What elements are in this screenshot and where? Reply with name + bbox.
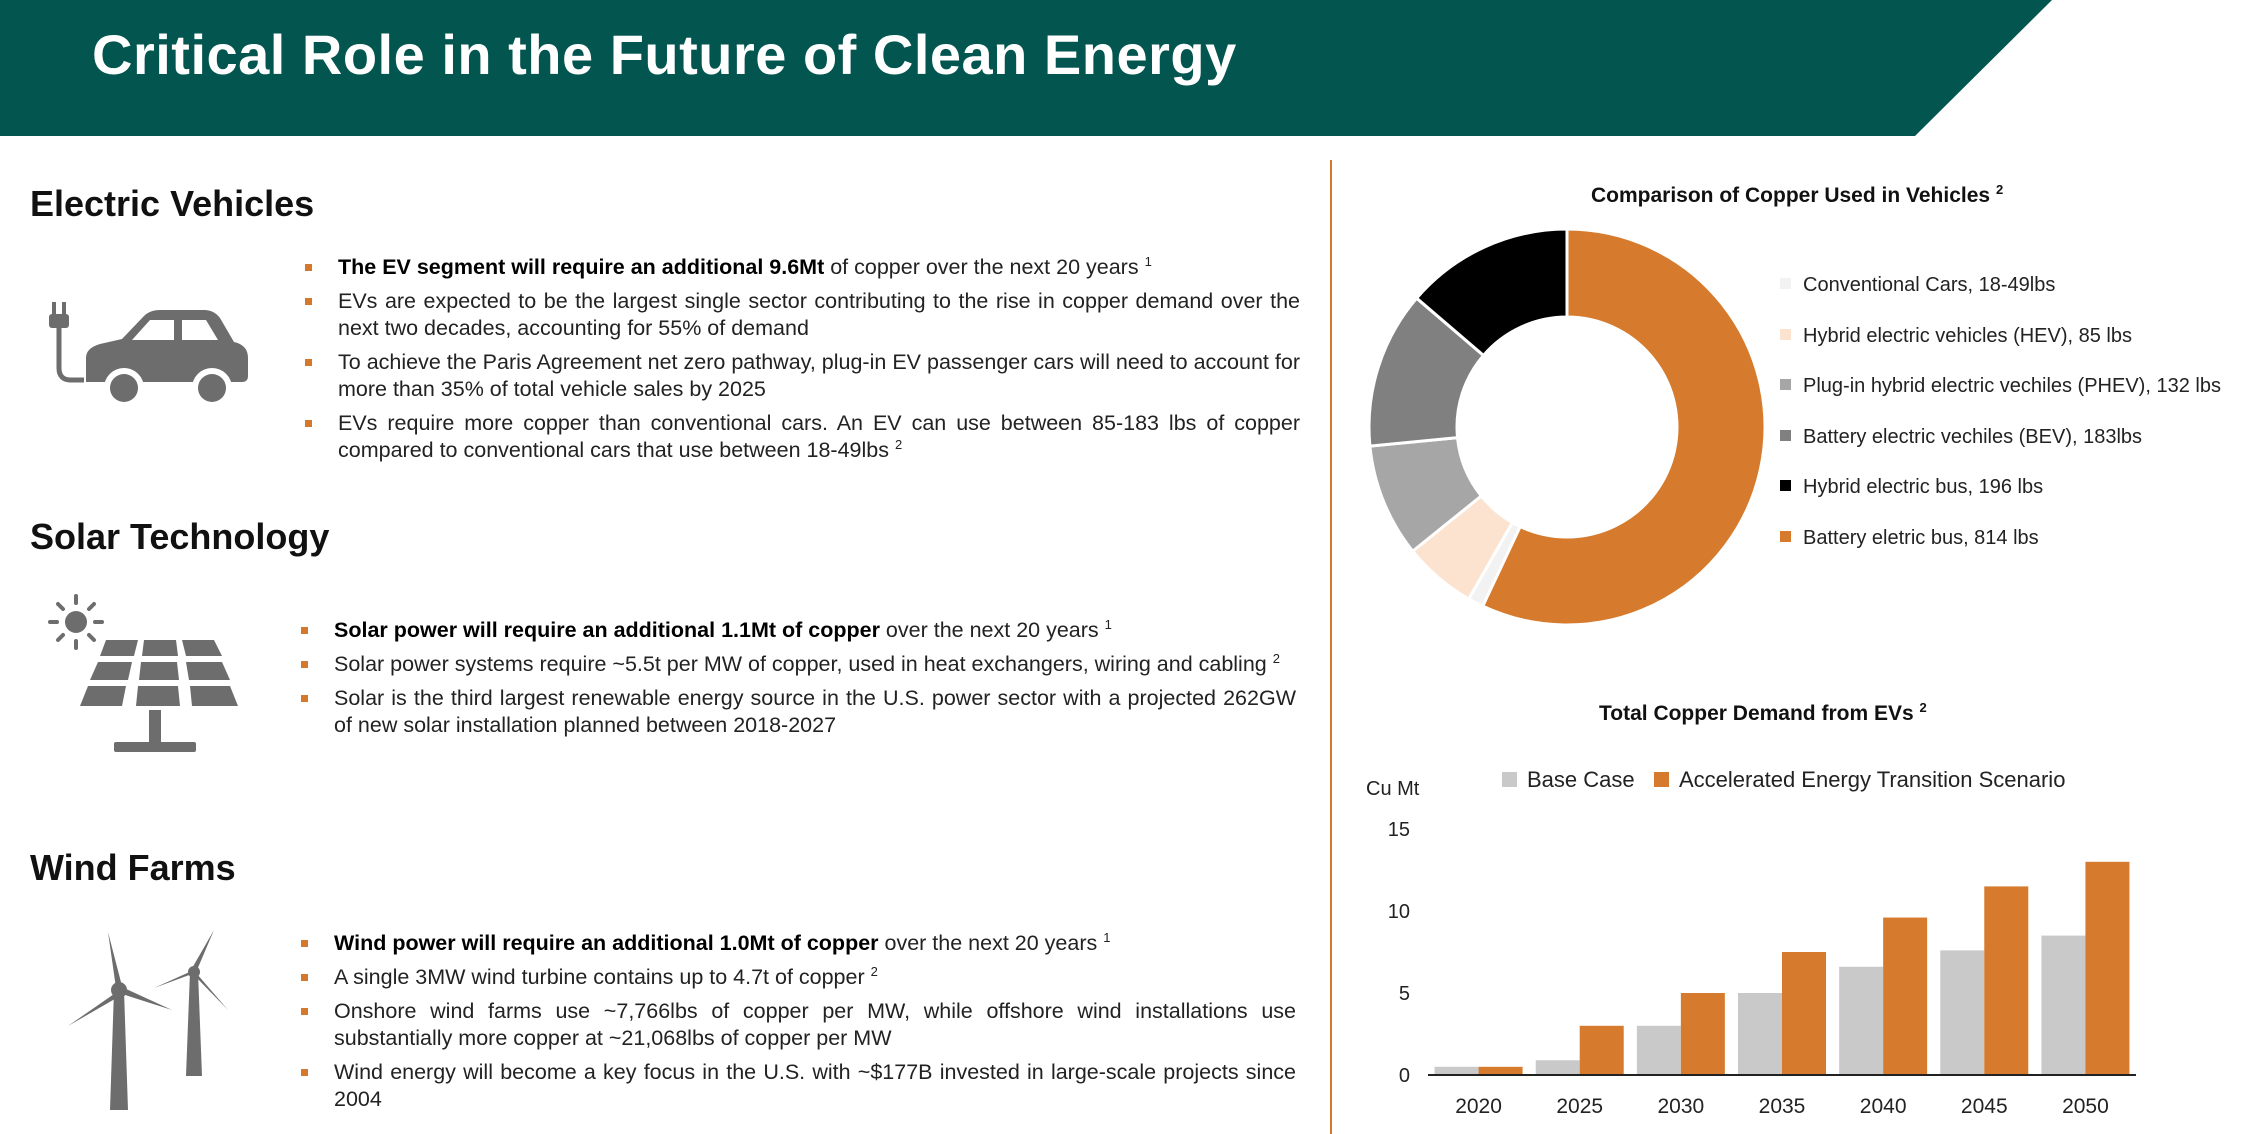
header-banner: Critical Role in the Future of Clean Ene…	[0, 0, 2242, 136]
legend-label: Base Case	[1527, 767, 1635, 792]
bar-base-case	[1535, 1060, 1580, 1075]
x-tick-label: 2040	[1860, 1095, 1907, 1118]
x-tick-label: 2025	[1556, 1095, 1603, 1118]
bar-base-case	[1636, 1025, 1681, 1075]
header-background	[0, 0, 2052, 136]
legend-swatch	[1502, 771, 1517, 787]
bullet-item: EVs require more copper than conventiona…	[302, 410, 1300, 464]
bar-accelerated	[1579, 1025, 1624, 1075]
bar-accelerated	[1478, 1066, 1523, 1075]
legend-swatch	[1780, 480, 1791, 492]
bar-chart: 0 5 10 15 2020 2025 2030 2035 2040 2045 2050	[1388, 819, 2136, 1118]
legend-label: Accelerated Energy Transition Scenario	[1679, 767, 2066, 792]
bar-chart-title: Total Copper Demand from EVs 2	[1599, 700, 1927, 725]
donut-legend-item: Battery eletric bus, 814 lbs	[1780, 527, 2039, 550]
bullet-item: Solar power systems require ~5.5t per MW…	[298, 651, 1296, 678]
bullet-item: A single 3MW wind turbine contains up to…	[298, 964, 1296, 991]
donut-legend-item: Plug-in hybrid electric vechiles (PHEV),…	[1780, 375, 2221, 398]
y-tick-label: 10	[1388, 901, 1410, 923]
legend-label: Hybrid electric vehicles (HEV), 85 lbs	[1803, 324, 2132, 347]
wind-bullet-list: Wind power will require an additional 1.…	[298, 930, 1296, 1120]
bullet-item: Wind power will require an additional 1.…	[298, 930, 1296, 957]
donut-slice	[1480, 227, 1767, 627]
y-tick-label: 0	[1399, 1065, 1410, 1087]
legend-swatch	[1654, 771, 1669, 787]
x-tick-label: 2045	[1961, 1095, 2008, 1118]
bullet-item: To achieve the Paris Agreement net zero …	[302, 349, 1300, 403]
donut-slice	[1414, 227, 1569, 358]
legend-swatch	[1780, 328, 1791, 340]
donut-legend-item: Hybrid electric bus, 196 lbs	[1780, 476, 2043, 499]
legend-swatch	[1780, 278, 1791, 290]
electric-car-icon	[49, 302, 248, 408]
wind-turbine-icon	[68, 930, 228, 1110]
bar-accelerated	[1680, 993, 1725, 1075]
section-title-electric-vehicles: Electric Vehicles	[30, 183, 315, 224]
y-tick-label: 15	[1388, 819, 1410, 841]
solar-bullet-list: Solar power will require an additional 1…	[298, 617, 1296, 746]
section-title-wind-farms: Wind Farms	[30, 847, 236, 888]
solar-panel-icon	[48, 594, 238, 752]
donut-legend-item: Conventional Cars, 18-49lbs	[1780, 274, 2055, 297]
donut-legend-item: Hybrid electric vehicles (HEV), 85 lbs	[1780, 325, 2132, 348]
legend-label: Battery eletric bus, 814 lbs	[1803, 526, 2039, 549]
legend-swatch	[1780, 429, 1791, 441]
bullet-item: Solar power will require an additional 1…	[298, 617, 1296, 644]
bar-accelerated	[1984, 886, 2029, 1075]
bar-base-case	[1940, 950, 1985, 1075]
bar-accelerated	[1883, 917, 1928, 1075]
legend-label: Battery electric vechiles (BEV), 183lbs	[1803, 425, 2143, 448]
legend-swatch	[1780, 379, 1791, 391]
page-title: Critical Role in the Future of Clean Ene…	[92, 23, 1237, 86]
bullet-item: Solar is the third largest renewable ene…	[298, 685, 1296, 739]
bar-base-case	[1738, 993, 1782, 1075]
ev-bullet-list: The EV segment will require an additiona…	[302, 254, 1300, 471]
y-tick-label: 5	[1399, 983, 1410, 1005]
bar-legend-item: Accelerated Energy Transition Scenario	[1654, 767, 2065, 793]
donut-chart-title: Comparison of Copper Used in Vehicles 2	[1591, 182, 2004, 207]
legend-label: Conventional Cars, 18-49lbs	[1803, 274, 2056, 296]
legend-label: Plug-in hybrid electric vechiles (PHEV),…	[1803, 375, 2221, 397]
section-title-solar-technology: Solar Technology	[30, 516, 330, 557]
bar-base-case	[1434, 1066, 1479, 1075]
bar-base-case	[1839, 966, 1884, 1075]
legend-label: Hybrid electric bus, 196 lbs	[1803, 476, 2044, 498]
bar-base-case	[2041, 935, 2086, 1075]
bullet-item: Wind energy will become a key focus in t…	[298, 1059, 1296, 1113]
legend-swatch	[1780, 530, 1791, 542]
x-tick-label: 2030	[1657, 1095, 1704, 1118]
donut-legend-item: Battery electric vechiles (BEV), 183lbs	[1780, 426, 2142, 449]
x-tick-label: 2050	[2062, 1095, 2109, 1118]
x-tick-label: 2020	[1455, 1095, 1502, 1118]
bullet-item: Onshore wind farms use ~7,766lbs of copp…	[298, 998, 1296, 1052]
bar-accelerated	[1782, 952, 1826, 1075]
donut-chart	[1367, 227, 1767, 627]
y-axis-label: Cu Mt	[1366, 778, 1420, 800]
bullet-item: EVs are expected to be the largest singl…	[302, 288, 1300, 342]
column-divider	[1330, 160, 1332, 1134]
x-tick-label: 2035	[1759, 1095, 1806, 1118]
bar-accelerated	[2085, 861, 2130, 1075]
bar-legend-item: Base Case	[1502, 767, 1635, 793]
bullet-item: The EV segment will require an additiona…	[302, 254, 1300, 281]
